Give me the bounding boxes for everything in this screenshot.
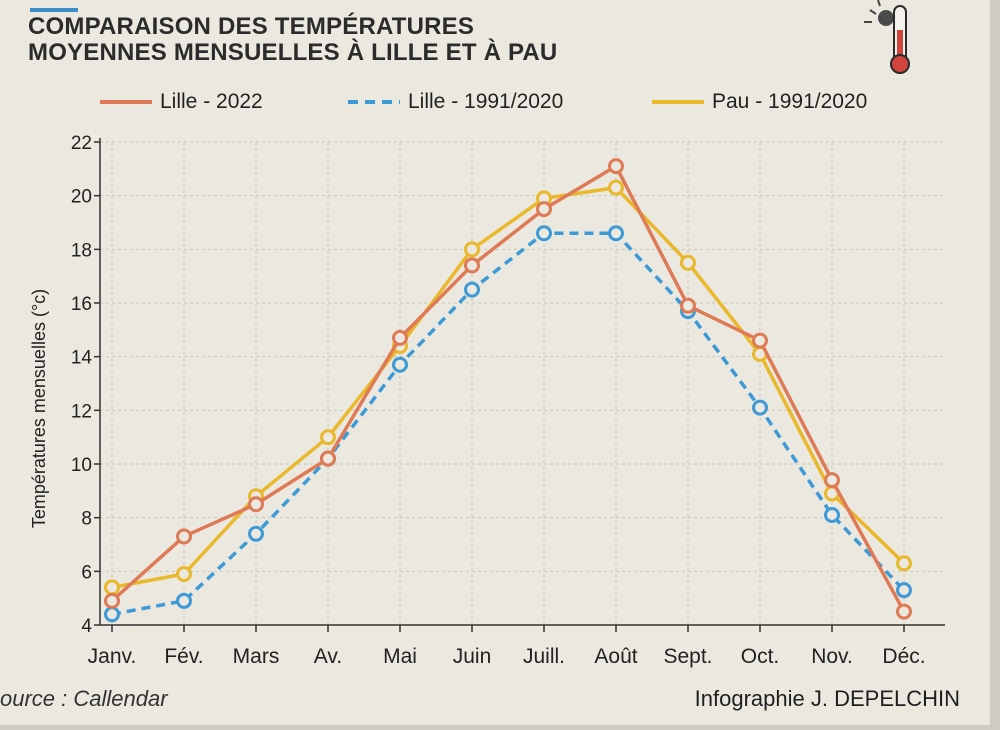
x-category-label: Sept. — [663, 645, 712, 668]
data-point — [824, 506, 840, 523]
data-point — [464, 241, 480, 258]
legend-swatch — [100, 100, 152, 104]
data-point — [896, 603, 912, 620]
legend-swatch — [348, 100, 400, 104]
data-point — [536, 201, 552, 218]
data-point — [896, 555, 912, 572]
thermometer-icon — [864, 0, 910, 74]
data-point — [752, 399, 768, 416]
x-category-label: Janv. — [88, 645, 137, 668]
x-category-label: Oct. — [741, 645, 780, 668]
data-point — [896, 582, 912, 599]
y-tick-label: 22 — [71, 133, 92, 154]
x-category-label: Av. — [314, 645, 342, 668]
data-point — [752, 332, 768, 349]
x-category-label: Mai — [383, 645, 417, 668]
legend-label: Pau - 1991/2020 — [712, 90, 868, 113]
x-category-label: Juin — [453, 645, 492, 668]
data-point — [104, 592, 120, 609]
data-point — [176, 566, 192, 583]
data-point — [392, 356, 408, 373]
source-note: ource : Callendar — [0, 686, 168, 711]
data-point — [824, 472, 840, 489]
data-point — [248, 525, 264, 542]
legend-label: Lille - 1991/2020 — [408, 90, 564, 113]
legend-label: Lille - 2022 — [160, 90, 263, 113]
data-point — [104, 606, 120, 623]
x-category-label: Fév. — [164, 645, 203, 668]
accent-bar — [30, 8, 78, 12]
title-line-1: COMPARAISON DES TEMPÉRATURES — [28, 13, 475, 40]
data-point — [320, 450, 336, 467]
y-axis-label: Températures mensuelles (°c) — [29, 289, 49, 528]
data-point — [176, 592, 192, 609]
y-tick-label: 4 — [81, 616, 92, 637]
legend-item-pau-1991-2020: Pau - 1991/2020 — [652, 90, 867, 114]
data-point — [536, 225, 552, 242]
data-point — [248, 496, 264, 513]
chart-legend: Lille - 2022 Lille - 1991/2020 Pau - 199… — [0, 0, 1000, 130]
data-point — [320, 429, 336, 446]
legend-swatch — [652, 100, 704, 104]
legend-item-lille-1991-2020: Lille - 1991/2020 — [348, 90, 563, 114]
data-point — [176, 528, 192, 545]
y-tick-label: 10 — [71, 455, 92, 476]
y-tick-label: 6 — [81, 562, 92, 583]
legend-item-lille-2022: Lille - 2022 — [100, 90, 263, 114]
y-tick-label: 20 — [71, 187, 92, 208]
data-point — [464, 281, 480, 298]
data-point — [104, 579, 120, 596]
data-point — [392, 329, 408, 346]
series-line-lille-1991-2020 — [111, 231, 906, 616]
y-tick-label: 18 — [71, 240, 92, 261]
data-point — [464, 257, 480, 274]
chart-title: COMPARAISON DES TEMPÉRATURES MOYENNES ME… — [28, 14, 557, 66]
series-line-lille-2022 — [110, 164, 906, 613]
y-tick-label: 16 — [71, 294, 92, 315]
data-point — [608, 158, 624, 175]
data-point — [608, 225, 624, 242]
y-tick-label: 12 — [71, 401, 92, 422]
data-point — [608, 179, 624, 196]
y-tick-label: 14 — [71, 348, 93, 369]
title-line-2: MOYENNES MENSUELLES À LILLE ET À PAU — [28, 39, 558, 66]
x-category-label: Août — [594, 645, 637, 668]
data-point — [680, 297, 696, 314]
x-category-label: Nov. — [811, 645, 853, 668]
credit-note: Infographie J. DEPELCHIN — [694, 686, 960, 711]
data-point — [680, 254, 696, 271]
x-category-label: Juill. — [523, 645, 565, 668]
x-category-label: Mars — [233, 645, 280, 668]
x-category-label: Déc. — [882, 645, 925, 668]
y-tick-label: 8 — [81, 509, 92, 530]
